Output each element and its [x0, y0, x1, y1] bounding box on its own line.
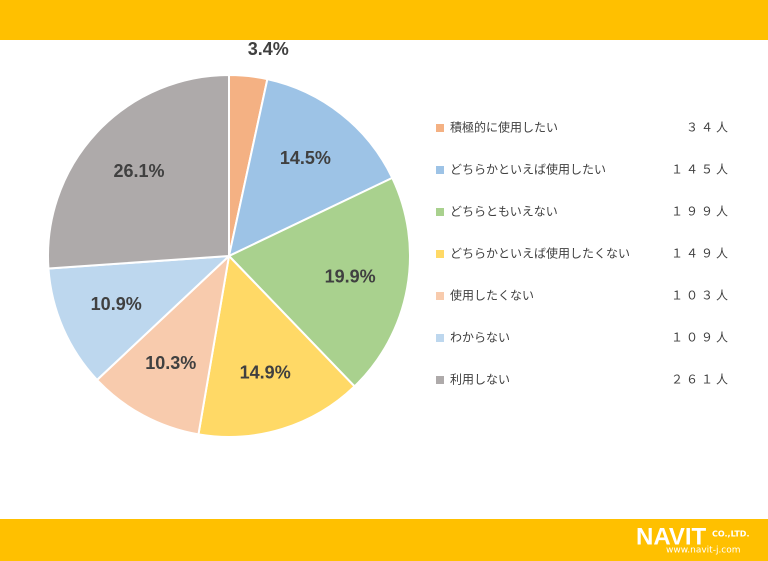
- legend-label: どちらかといえば使用したい: [450, 162, 606, 177]
- logo: NAVIT: [636, 523, 707, 550]
- legend-swatch: [436, 124, 444, 132]
- pie-slice: [227, 176, 411, 388]
- data-label: 3.4%: [248, 39, 289, 59]
- legend-swatch: [436, 208, 444, 216]
- pie-slice: [197, 253, 356, 438]
- data-label: 26.1%: [113, 161, 164, 181]
- pie: 3.4% 14.5% 19.9% 14.9% 10.3% 10.9% 26.1%: [47, 39, 411, 438]
- data-label: 10.3%: [145, 353, 196, 373]
- pie-slice: [47, 254, 232, 382]
- data-label: 10.9%: [91, 294, 142, 314]
- legend-swatch: [436, 292, 444, 300]
- legend-swatch: [436, 166, 444, 174]
- legend-count: ３４人: [686, 121, 731, 135]
- legend-count: １０３人: [671, 289, 731, 303]
- legend-count: ２６１人: [671, 373, 731, 387]
- data-label: 14.5%: [280, 148, 331, 168]
- data-label: 19.9%: [325, 267, 376, 287]
- legend-swatch: [436, 376, 444, 384]
- legend-count: １９９人: [671, 205, 731, 219]
- legend-label: 積極的に使用したい: [450, 120, 558, 135]
- pie-slice: [227, 77, 394, 258]
- logo-url: www.navit-j.com: [666, 546, 741, 556]
- legend-swatch: [436, 250, 444, 258]
- legend-count: １０９人: [671, 331, 731, 345]
- pie-slice: [47, 73, 230, 270]
- legend-swatch: [436, 334, 444, 342]
- legend-label: 使用したくない: [450, 288, 534, 303]
- footer-bar: [0, 519, 768, 561]
- logo-company: CO.,LTD.: [712, 530, 749, 539]
- pie-slice: [95, 253, 231, 436]
- legend-label: わからない: [450, 331, 510, 345]
- legend-label: 利用しない: [450, 373, 510, 387]
- legend-label: どちらかといえば使用したくない: [450, 246, 630, 261]
- data-label: 14.9%: [240, 362, 291, 382]
- legend-count: １４５人: [671, 163, 731, 177]
- legend-count: １４９人: [671, 247, 731, 261]
- legend-label: どちらともいえない: [450, 205, 558, 219]
- header-bar: [0, 0, 768, 40]
